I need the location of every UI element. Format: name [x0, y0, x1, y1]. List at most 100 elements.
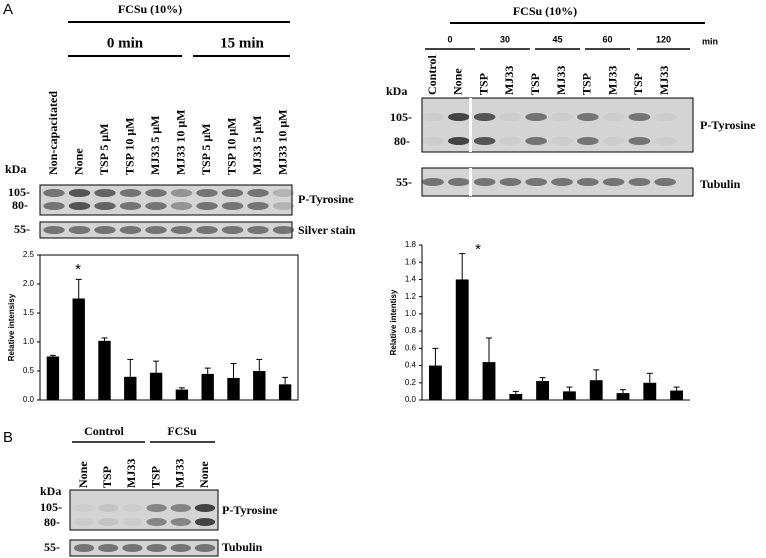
- y-tick-label: 1.2: [405, 292, 417, 301]
- blot-band: [170, 518, 191, 526]
- lane-label: TSP: [631, 73, 645, 95]
- header: FCSu (10%): [118, 2, 182, 16]
- y-tick-label: 0.8: [405, 326, 417, 335]
- bar: [670, 390, 684, 400]
- blot-label: P-Tyrosine: [700, 118, 756, 132]
- blot-band: [576, 178, 599, 186]
- lane-label: TSP: [528, 73, 542, 95]
- bar: [643, 382, 657, 400]
- blot-band: [146, 544, 167, 552]
- bar: [509, 393, 523, 400]
- blot-label: Silver stain: [298, 223, 356, 237]
- panel-label: B: [3, 429, 13, 446]
- lane-label: MJ33: [502, 66, 516, 95]
- bar: [253, 371, 266, 400]
- blot-band: [247, 226, 269, 234]
- blot-band: [119, 202, 142, 210]
- blot-band: [43, 226, 65, 234]
- bar: [589, 380, 603, 400]
- blot-band: [551, 137, 573, 145]
- blot-band: [272, 226, 295, 234]
- blot-band: [422, 137, 444, 145]
- group-label: FCSu: [167, 424, 197, 438]
- blot-band: [576, 113, 599, 121]
- blot-band: [119, 189, 142, 197]
- bar: [149, 372, 163, 400]
- blot-band: [145, 226, 167, 234]
- blot-band: [221, 189, 244, 197]
- y-tick-label: 0.0: [405, 395, 417, 404]
- marker: 80-: [12, 198, 28, 212]
- blot-band: [272, 202, 295, 210]
- bar: [536, 381, 550, 400]
- blot-band: [94, 202, 116, 210]
- group-label: 45: [552, 34, 562, 44]
- blot-band: [146, 504, 167, 512]
- blot-band: [122, 504, 143, 512]
- y-tick-label: 0.4: [405, 361, 417, 370]
- group-label: 30: [500, 34, 510, 44]
- blot-band: [43, 202, 65, 210]
- blot-band: [628, 113, 651, 121]
- blot-band: [170, 202, 193, 210]
- blot: [69, 489, 219, 531]
- lane-label: Non-capacitated: [46, 91, 60, 175]
- lane-label: MJ33 10 μM: [275, 110, 289, 175]
- blot-band: [447, 113, 470, 121]
- blot-band: [68, 189, 91, 197]
- y-tick-label: 2.5: [23, 250, 35, 259]
- bar: [428, 365, 442, 400]
- blot-band: [576, 137, 599, 145]
- blot-band: [98, 544, 119, 552]
- marker: 105-: [8, 185, 30, 199]
- kda: kDa: [40, 484, 61, 498]
- blot-band: [119, 226, 142, 234]
- lane-label: TSP: [580, 73, 594, 95]
- bar: [455, 279, 469, 400]
- blot-band: [272, 189, 295, 197]
- lane-label: TSP 5 μM: [199, 124, 213, 175]
- marker: 105-: [390, 110, 412, 124]
- lane-label: TSP 10 μM: [122, 118, 136, 175]
- y-tick-label: 0.0: [23, 395, 35, 404]
- bar: [201, 373, 214, 400]
- blot-band: [73, 504, 95, 512]
- blot-band: [94, 189, 116, 197]
- lane-label: MJ33 10 μM: [173, 110, 187, 175]
- blot-band: [94, 226, 116, 234]
- annotation: *: [475, 241, 481, 258]
- lane-label: TSP: [148, 466, 162, 488]
- blot-band: [170, 504, 191, 512]
- bar: [227, 377, 240, 400]
- y-axis-label: Relative intensisy: [7, 293, 16, 361]
- lane-divider: [469, 168, 472, 196]
- marker: 80-: [394, 134, 410, 148]
- bar: [175, 389, 189, 400]
- blot-band: [196, 189, 218, 197]
- blot-band: [602, 178, 625, 186]
- blot-band: [499, 113, 522, 121]
- lane-label: MJ33 5 μM: [148, 116, 162, 175]
- blot-band: [602, 137, 625, 145]
- blot-band: [551, 113, 573, 121]
- blot-band: [654, 113, 677, 121]
- group-label: 0 min: [107, 35, 144, 51]
- marker: 80-: [44, 515, 60, 529]
- blot-band: [654, 178, 677, 186]
- lane-label: MJ33: [605, 66, 619, 95]
- group-label: Control: [84, 424, 124, 438]
- blot-band: [196, 226, 218, 234]
- lane-label: Control: [425, 55, 439, 95]
- blot-band: [68, 226, 91, 234]
- blot-label: Tubulin: [222, 540, 263, 554]
- blot-band: [196, 202, 218, 210]
- kda: kDa: [386, 84, 407, 98]
- blot-band: [499, 178, 522, 186]
- lane-label: MJ33: [554, 66, 568, 95]
- blot-band: [654, 137, 677, 145]
- blot-band: [122, 518, 143, 526]
- y-tick-label: 1.0: [23, 337, 35, 346]
- y-tick-label: 0.6: [405, 343, 417, 352]
- group-label: 0: [447, 34, 452, 44]
